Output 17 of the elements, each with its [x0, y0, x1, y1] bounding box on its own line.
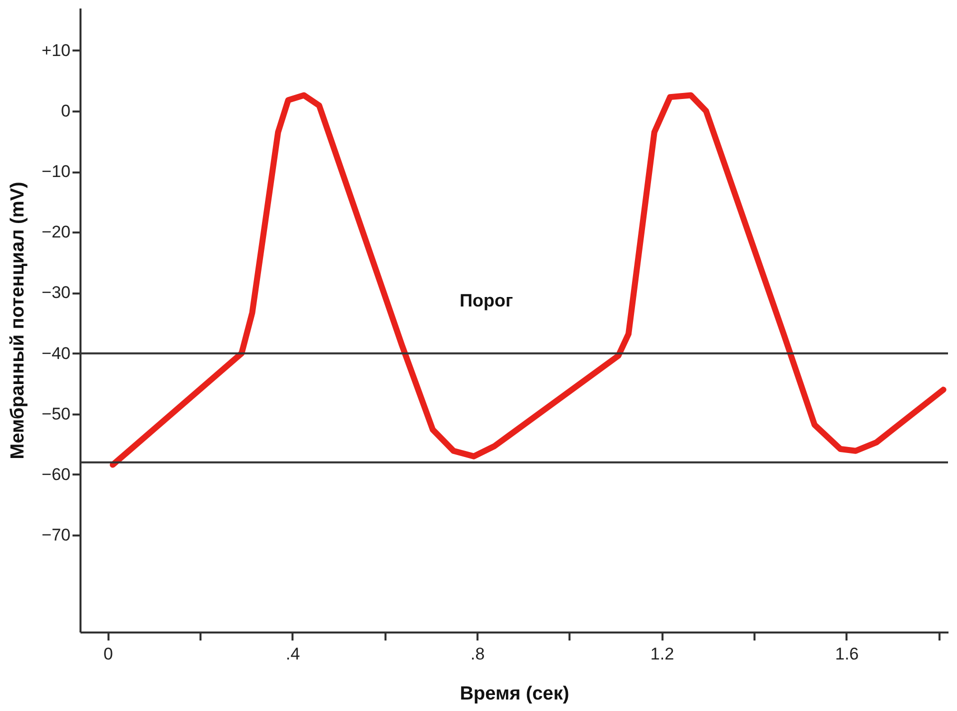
y-tick-label: −20 — [42, 222, 70, 242]
y-tick-label: −50 — [42, 404, 70, 424]
y-tick-label: −40 — [42, 344, 70, 363]
x-tick-label: 0 — [103, 644, 113, 664]
ref-line-label: Порог — [460, 290, 514, 310]
y-tick-label: +10 — [42, 40, 70, 60]
y-tick-label: −30 — [42, 283, 70, 302]
x-tick-label: .4 — [286, 644, 300, 664]
y-axis-title: Мембранный потенциал (mV) — [8, 182, 29, 460]
y-tick-label: −60 — [42, 464, 70, 484]
x-axis-title: Время (сек) — [460, 684, 570, 704]
y-tick-label: −10 — [42, 162, 70, 182]
y-tick-label: 0 — [61, 101, 70, 120]
y-tick-label: −70 — [42, 526, 70, 545]
x-tick-label: 1.2 — [650, 644, 674, 664]
x-tick-label: 1.6 — [835, 644, 859, 664]
x-tick-label: .8 — [470, 644, 485, 664]
